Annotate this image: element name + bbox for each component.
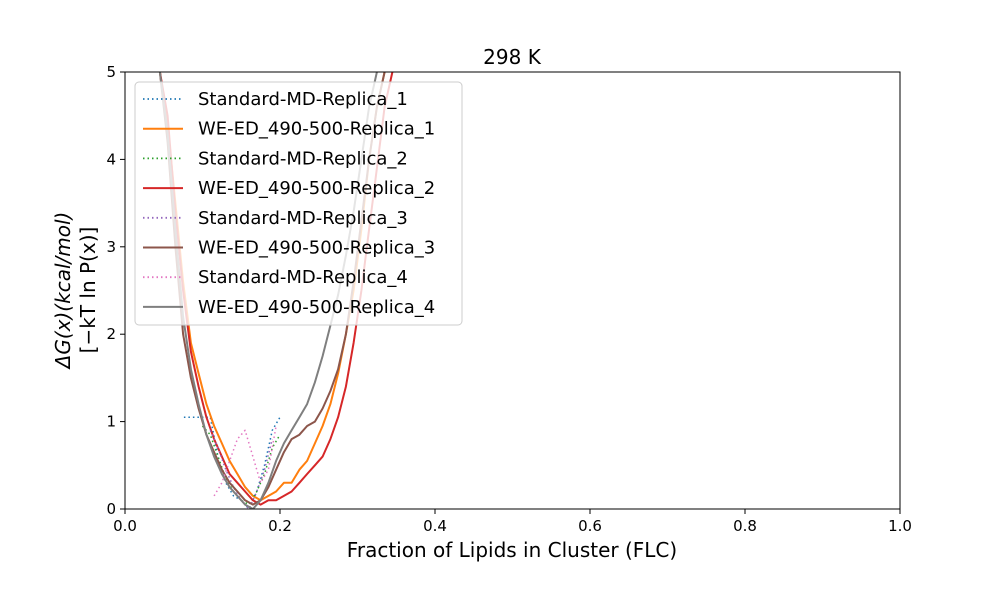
x-tick-label: 0.2 — [268, 517, 292, 535]
legend-label-4: WE-ED_490-500-Replica_2 — [198, 178, 435, 199]
x-tick-label: 0.8 — [733, 517, 757, 535]
x-tick-label: 0.0 — [113, 517, 137, 535]
y-tick-label: 3 — [106, 238, 116, 256]
plot-frame — [124, 71, 901, 510]
x-tick-label: 1.0 — [888, 517, 912, 535]
y-axis-label-line2: [−kT ln P(x)] — [76, 227, 100, 354]
y-tick-label: 4 — [106, 150, 116, 168]
x-tick-label: 0.6 — [578, 517, 602, 535]
y-tick-label: 5 — [106, 63, 116, 81]
y-axis-label: ΔG(x)(kcal/mol) [−kT ln P(x)] — [51, 212, 100, 371]
x-axis-label: Fraction of Lipids in Cluster (FLC) — [347, 538, 677, 562]
series-line-3 — [201, 425, 281, 506]
x-tick-label: 0.4 — [423, 517, 447, 535]
legend-label-1: Standard-MD-Replica_1 — [198, 89, 408, 110]
x-axis: 0.0 0.2 0.4 0.6 0.8 1.0 — [113, 509, 912, 535]
y-tick-label: 2 — [106, 325, 116, 343]
y-axis: 0 1 2 3 4 5 — [106, 63, 125, 518]
y-tick-label: 1 — [106, 413, 116, 431]
legend-label-5: Standard-MD-Replica_3 — [198, 208, 408, 229]
y-axis-label-line1: ΔG(x)(kcal/mol) — [51, 212, 75, 371]
chart-title: 298 K — [483, 45, 542, 69]
series-line-4 — [158, 72, 394, 506]
legend-label-8: WE-ED_490-500-Replica_4 — [198, 297, 435, 318]
legend-label-3: Standard-MD-Replica_2 — [198, 148, 408, 169]
legend-label-7: Standard-MD-Replica_4 — [198, 267, 408, 288]
legend-frame — [134, 81, 463, 326]
legend-label-2: WE-ED_490-500-Replica_1 — [198, 119, 435, 140]
legend: Standard-MD-Replica_1 WE-ED_490-500-Repli… — [134, 81, 463, 326]
series-line-7 — [213, 425, 277, 497]
legend-label-6: WE-ED_490-500-Replica_3 — [198, 238, 435, 259]
y-tick-label: 0 — [106, 500, 116, 518]
